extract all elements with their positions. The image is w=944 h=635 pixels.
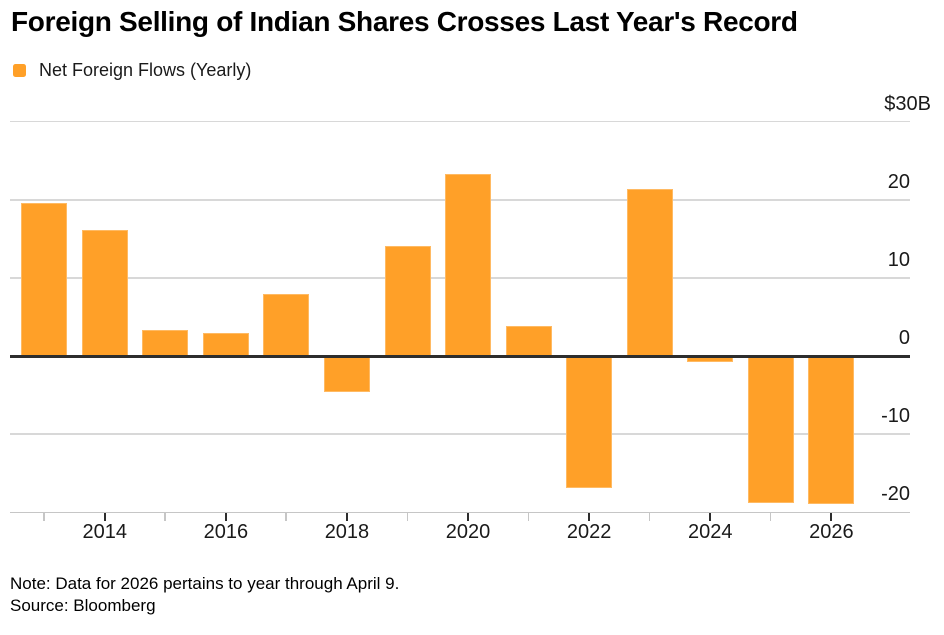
bar-2019 xyxy=(384,245,431,357)
y-axis-label-30: $30B xyxy=(884,92,931,115)
bar-2020 xyxy=(445,174,492,357)
bar-2024 xyxy=(687,356,734,362)
y-axis-label-10: 10 xyxy=(887,248,910,271)
x-major-tick-2020 xyxy=(467,513,470,522)
x-axis-label-2024: 2024 xyxy=(688,521,733,543)
x-axis-label-2014: 2014 xyxy=(82,521,128,543)
x-minor-tick-2025 xyxy=(769,513,772,522)
x-major-tick-2016 xyxy=(224,513,227,522)
x-minor-tick-2021 xyxy=(527,513,530,522)
gridline--10 xyxy=(10,433,910,435)
y-axis-label--20: -20 xyxy=(881,483,910,506)
x-axis-label-2018: 2018 xyxy=(324,521,370,543)
bar-2017 xyxy=(263,294,310,357)
bar-2026 xyxy=(808,356,855,505)
zero-axis-line xyxy=(10,354,910,358)
bar-2025 xyxy=(747,356,794,503)
x-minor-tick-2019 xyxy=(406,513,408,522)
y-axis-label-0: 0 xyxy=(898,327,910,350)
x-axis-label-2016: 2016 xyxy=(203,521,249,543)
chart-title: Foreign Selling of Indian Shares Crosses… xyxy=(11,6,798,37)
x-minor-tick-2015 xyxy=(164,513,166,522)
legend-label: Net Foreign Flows (Yearly) xyxy=(39,60,252,80)
x-minor-tick-2013 xyxy=(43,513,45,522)
y-axis-label-20: 20 xyxy=(887,170,910,193)
bar-2014 xyxy=(81,230,128,357)
bar-2015 xyxy=(142,330,189,357)
bar-2016 xyxy=(202,333,249,357)
legend-swatch-icon xyxy=(13,64,26,77)
x-axis-label-2020: 2020 xyxy=(445,521,491,543)
footnote: Note: Data for 2026 pertains to year thr… xyxy=(10,574,400,593)
bar-2013 xyxy=(21,202,68,357)
x-axis-label-2022: 2022 xyxy=(566,521,612,543)
x-major-tick-2026 xyxy=(830,513,833,522)
gridline--20 xyxy=(10,511,910,514)
x-minor-tick-2017 xyxy=(285,513,287,522)
bar-2022 xyxy=(566,356,613,489)
x-major-tick-2022 xyxy=(588,513,591,522)
x-major-tick-2024 xyxy=(709,513,712,522)
x-axis-label-2026: 2026 xyxy=(809,521,854,543)
x-major-tick-2018 xyxy=(345,513,348,522)
gridline-30 xyxy=(10,120,910,123)
bar-2023 xyxy=(626,188,673,357)
x-minor-tick-2023 xyxy=(648,513,651,522)
bar-2021 xyxy=(505,326,552,357)
x-major-tick-2014 xyxy=(103,513,106,522)
source-line: Source: Bloomberg xyxy=(10,596,156,615)
y-axis-label--10: -10 xyxy=(881,405,910,428)
bar-2018 xyxy=(323,356,370,392)
